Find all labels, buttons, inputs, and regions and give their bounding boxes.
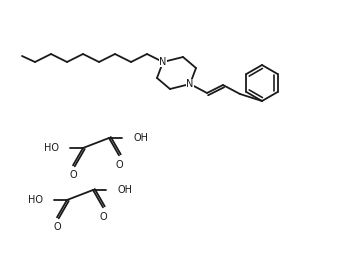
Text: OH: OH xyxy=(117,185,132,195)
Text: O: O xyxy=(69,170,77,180)
Text: HO: HO xyxy=(44,143,59,153)
Text: OH: OH xyxy=(133,133,148,143)
Text: N: N xyxy=(186,79,194,89)
Text: O: O xyxy=(99,212,107,222)
Text: O: O xyxy=(115,160,123,170)
Text: N: N xyxy=(159,57,167,67)
Text: HO: HO xyxy=(28,195,43,205)
Text: O: O xyxy=(53,222,61,232)
